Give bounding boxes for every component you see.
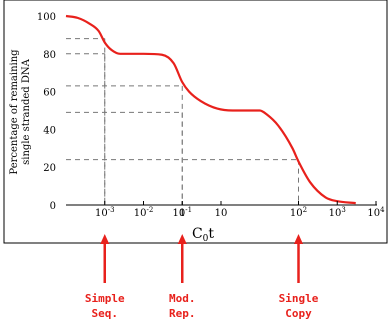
x-tick-label: 104	[367, 206, 385, 219]
annotation-arrow-head	[177, 234, 187, 244]
y-tick-label: 0	[50, 201, 56, 212]
x-ticks: 10-310-210-1110102103104105	[95, 201, 385, 219]
x-axis-label: C0t	[192, 226, 214, 244]
annotation-arrow-head	[294, 234, 303, 244]
annotation-label: Mod.	[169, 292, 196, 305]
y-axis-label: Percentage of remainingsingle stranded D…	[9, 49, 32, 175]
x-tick-label: 10	[215, 208, 228, 219]
y-tick-label: 40	[43, 125, 56, 136]
x-tick-label: 103	[329, 206, 346, 219]
y-ticks: 100 80 60 40 20 0	[37, 12, 56, 212]
data-curves	[65, 14, 356, 205]
x-tick-label: 102	[290, 206, 307, 219]
x-tick-label: 1	[179, 208, 185, 219]
reference-lines	[66, 38, 299, 205]
x-tick-label: 10-3	[95, 206, 115, 219]
y-tick-label: 80	[43, 50, 56, 61]
annotation-label: Simple	[85, 292, 125, 305]
y-tick-label: 100	[37, 12, 56, 23]
chart-frame	[3, 0, 388, 244]
annotation-label: Single	[279, 292, 319, 305]
reassociation-curve	[65, 14, 356, 205]
y-tick-label: 20	[43, 163, 56, 174]
annotation-arrow-head	[100, 234, 110, 244]
x-tick-label: 10-2	[134, 206, 154, 219]
annotation-label: Seq.	[92, 307, 119, 320]
annotation-label: Rep.	[169, 307, 196, 320]
y-tick-label: 60	[43, 88, 56, 99]
x-tick-label: 10-1	[172, 206, 192, 219]
annotation-label: Copy	[285, 307, 312, 320]
annotations: Simple Seq. Mod. Rep. Single Copy	[85, 234, 319, 320]
